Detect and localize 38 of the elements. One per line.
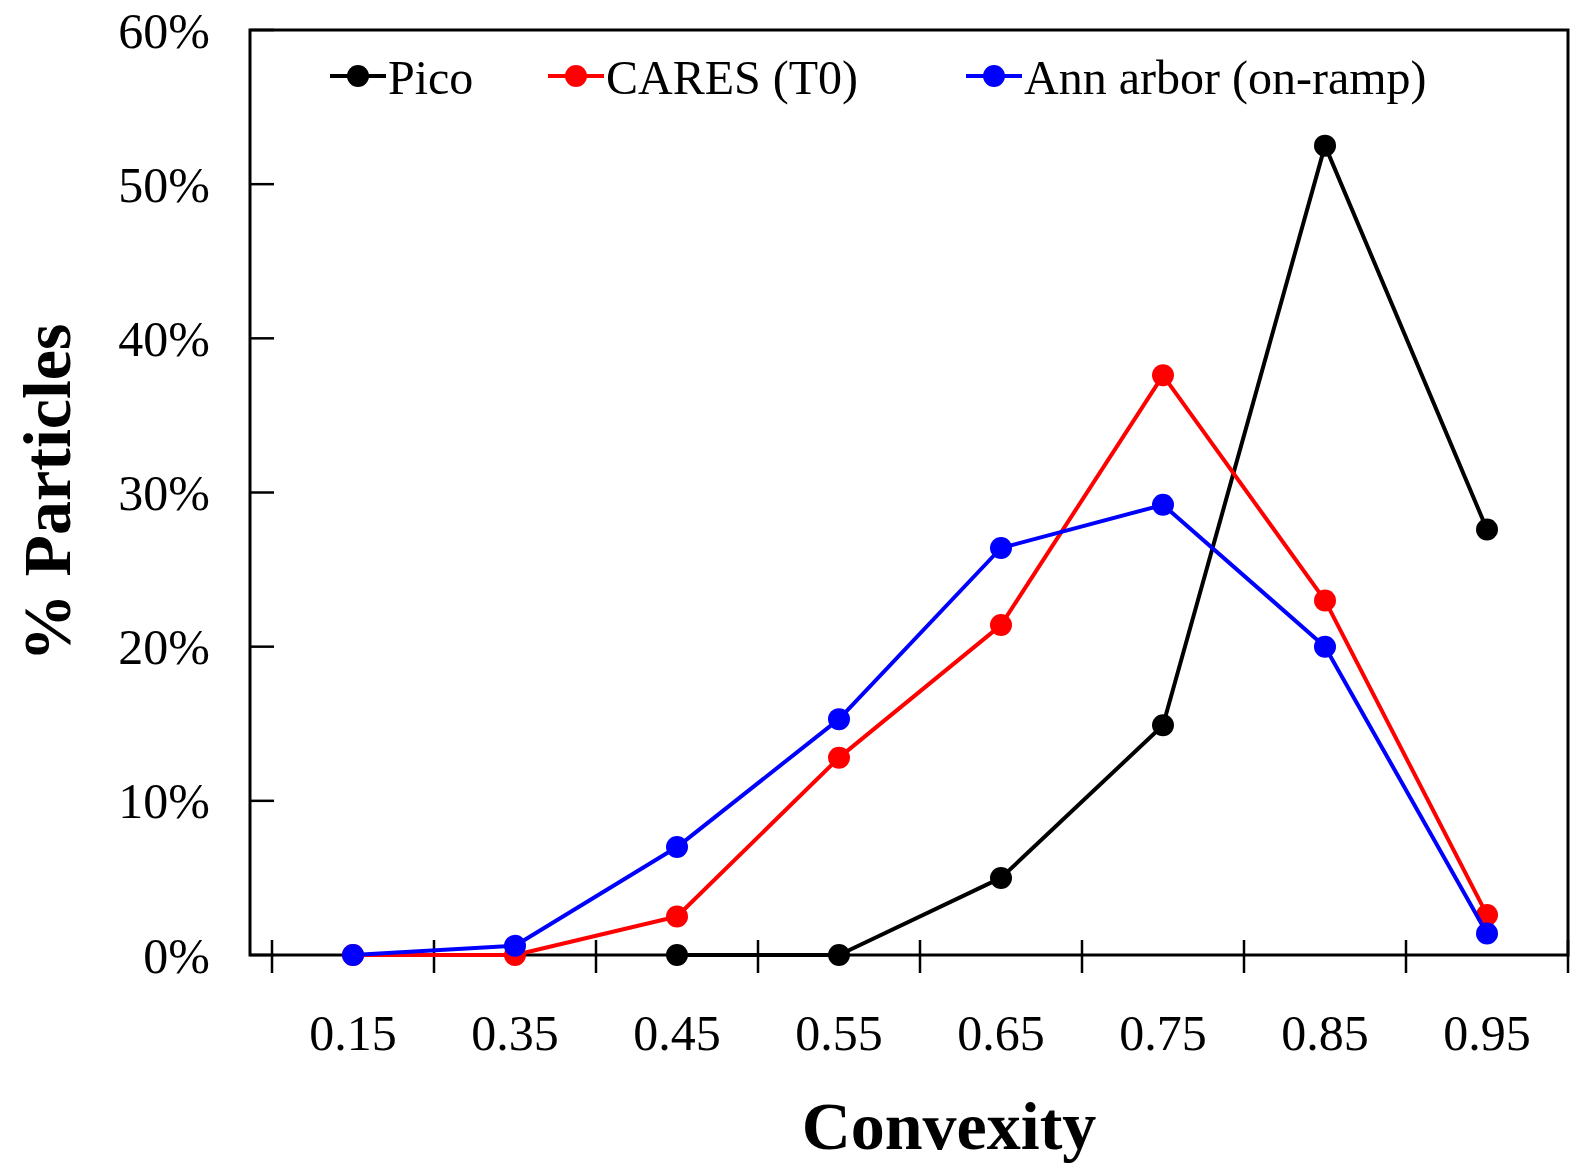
legend-label: CARES (T0) xyxy=(606,51,858,106)
point xyxy=(1314,635,1336,658)
x-tick-label: 0.95 xyxy=(1443,1005,1531,1061)
point xyxy=(1314,589,1336,612)
y-tick-label: 50% xyxy=(118,156,210,213)
point xyxy=(666,905,688,928)
legend-label: Ann arbor (on-ramp) xyxy=(1024,51,1427,106)
x-tick-label: 0.65 xyxy=(957,1005,1045,1061)
x-tick-label: 0.15 xyxy=(309,1005,397,1061)
point xyxy=(1314,134,1336,157)
point xyxy=(990,614,1012,637)
x-axis-title: Convexity xyxy=(801,1088,1097,1164)
point xyxy=(666,836,688,859)
point xyxy=(504,934,526,957)
point xyxy=(1476,518,1498,541)
legend-label: Pico xyxy=(388,51,474,105)
point xyxy=(828,746,850,769)
y-tick-label: 0% xyxy=(143,927,210,984)
point xyxy=(1152,714,1174,737)
y-tick-label: 20% xyxy=(118,619,210,676)
point xyxy=(1152,493,1174,516)
point xyxy=(828,708,850,731)
y-axis-title: % Particles xyxy=(9,323,85,662)
y-tick-label: 10% xyxy=(118,773,210,830)
x-tick-label: 0.45 xyxy=(633,1005,721,1061)
x-tick-label: 0.35 xyxy=(471,1005,559,1061)
y-tick-label: 30% xyxy=(118,465,210,521)
point xyxy=(990,866,1012,889)
point xyxy=(666,944,688,966)
point xyxy=(990,537,1012,559)
x-tick-label: 0.75 xyxy=(1119,1005,1207,1061)
point xyxy=(1152,364,1174,387)
point xyxy=(828,944,850,966)
point xyxy=(1476,922,1498,945)
y-tick-label: 60% xyxy=(118,2,210,59)
x-tick-label: 0.85 xyxy=(1281,1005,1369,1061)
x-tick-label: 0.55 xyxy=(795,1005,883,1061)
y-tick-label: 40% xyxy=(118,310,210,367)
